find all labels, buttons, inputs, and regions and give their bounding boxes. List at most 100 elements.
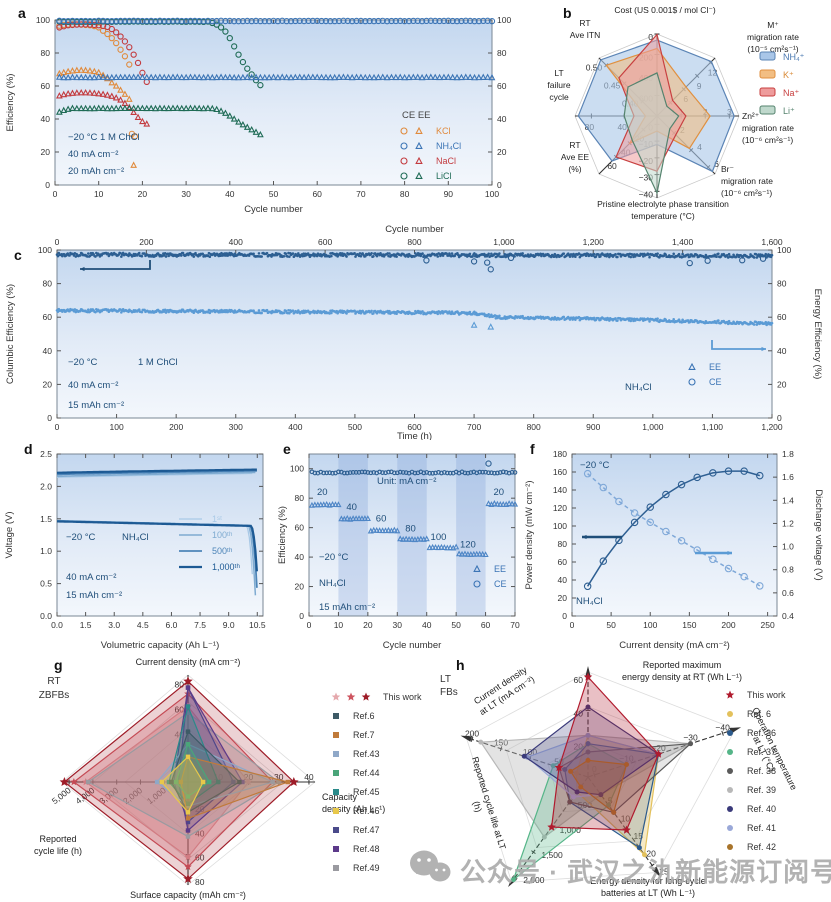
svg-text:40: 40 — [422, 620, 432, 630]
svg-text:70: 70 — [356, 189, 366, 199]
svg-text:60: 60 — [175, 704, 185, 714]
panel-h-lt-fb-radar-chart: 20 40 60 Reported maximum energy density at … — [440, 657, 799, 898]
svg-text:1.5: 1.5 — [80, 620, 92, 630]
svg-text:80: 80 — [295, 493, 305, 503]
svg-text:0.50: 0.50 — [586, 62, 603, 72]
panel-c-axes: 0 100 200 300 400 500 600 700 800 900 1,000 1,100 1,… — [5, 224, 823, 440]
svg-text:60: 60 — [312, 189, 322, 199]
svg-text:0: 0 — [497, 180, 502, 190]
svg-text:0: 0 — [55, 422, 60, 432]
svg-text:Ref. 42: Ref. 42 — [747, 842, 776, 852]
svg-text:Voltage (V): Voltage (V) — [4, 512, 15, 559]
svg-text:−20 °C: −20 °C — [319, 552, 349, 563]
panel-a-axes: 0 10 20 30 40 50 60 70 80 90 100 Cycle number 0 20 40 6… — [5, 15, 511, 215]
svg-text:Ref.46: Ref.46 — [353, 806, 380, 816]
svg-text:60: 60 — [777, 312, 787, 322]
svg-text:NH₄Cl: NH₄Cl — [576, 596, 603, 607]
svg-text:9.0: 9.0 — [223, 620, 235, 630]
svg-text:temperature (°C): temperature (°C) — [631, 211, 695, 221]
panel-e-series-EE-steps — [308, 500, 519, 558]
svg-text:50: 50 — [606, 620, 616, 630]
panel-a-series-NaCl-EE — [55, 88, 151, 127]
svg-text:Ref. 40: Ref. 40 — [747, 804, 776, 814]
panel-e-rate-test-chart: 0 10 20 30 40 50 60 70 Cycle number 0 20 40 60 80 100 E… — [277, 441, 520, 651]
svg-text:−20 °C: −20 °C — [580, 460, 610, 471]
svg-text:60: 60 — [607, 161, 617, 171]
svg-text:200: 200 — [169, 422, 183, 432]
wechat-icon — [408, 848, 452, 893]
panel-e-legend: EE CE — [473, 564, 507, 589]
svg-text:800: 800 — [527, 422, 541, 432]
svg-text:Reported maximum: Reported maximum — [643, 660, 722, 670]
svg-text:100: 100 — [485, 189, 499, 199]
svg-text:Cost (US 0.001$ / mol Cl⁻): Cost (US 0.001$ / mol Cl⁻) — [614, 5, 715, 15]
svg-text:LT: LT — [554, 68, 563, 78]
svg-text:20: 20 — [138, 189, 148, 199]
svg-text:cycle life (h): cycle life (h) — [34, 846, 82, 856]
svg-text:20: 20 — [777, 379, 787, 389]
panel-e-axes: 0 10 20 30 40 50 60 70 Cycle number 0 20 40 60 80 100 E… — [277, 454, 520, 651]
svg-text:Cycle number: Cycle number — [383, 640, 442, 651]
svg-text:d: d — [24, 441, 33, 457]
svg-text:Ref. 6: Ref. 6 — [747, 709, 771, 719]
svg-text:Volumetric capacity (Ah L⁻¹): Volumetric capacity (Ah L⁻¹) — [101, 640, 220, 651]
svg-text:Zn²⁺: Zn²⁺ — [742, 111, 760, 121]
svg-text:60: 60 — [574, 675, 584, 685]
svg-text:10: 10 — [621, 813, 631, 823]
svg-text:1,600: 1,600 — [761, 237, 783, 247]
svg-text:100: 100 — [497, 15, 511, 25]
panel-f-series-power-density — [583, 467, 764, 591]
svg-text:30: 30 — [393, 620, 403, 630]
svg-text:15 mAh cm⁻²: 15 mAh cm⁻² — [68, 400, 124, 411]
svg-text:200: 200 — [465, 728, 479, 738]
svg-text:20: 20 — [558, 593, 568, 603]
svg-text:60: 60 — [295, 523, 305, 533]
svg-text:7.5: 7.5 — [194, 620, 206, 630]
svg-text:Current density (mA cm⁻²): Current density (mA cm⁻²) — [619, 640, 730, 651]
svg-text:(10⁻⁶ cm²s⁻¹): (10⁻⁶ cm²s⁻¹) — [742, 135, 793, 145]
svg-text:a: a — [18, 5, 26, 21]
svg-text:50: 50 — [269, 189, 279, 199]
svg-text:0.8: 0.8 — [782, 565, 794, 575]
svg-text:g: g — [54, 657, 63, 673]
svg-text:Ref.6: Ref.6 — [353, 711, 375, 721]
svg-text:0: 0 — [562, 611, 567, 621]
panel-c-series-CE-outliers — [423, 254, 767, 273]
svg-text:FBs: FBs — [440, 687, 458, 698]
svg-text:LiCl: LiCl — [436, 171, 452, 181]
svg-text:10.5: 10.5 — [249, 620, 266, 630]
svg-text:Ref. 38: Ref. 38 — [747, 766, 776, 776]
svg-text:700: 700 — [467, 422, 481, 432]
svg-text:60: 60 — [41, 81, 51, 91]
panel-c-legend: EE CE — [688, 362, 722, 387]
svg-text:40: 40 — [43, 346, 53, 356]
svg-text:20: 20 — [574, 742, 584, 752]
svg-text:0: 0 — [45, 180, 50, 190]
panel-a-series-LiCl-EE — [55, 104, 264, 138]
panel-a-legend: CE EE KCl NH₄Cl NaCl LiCl — [400, 110, 461, 181]
svg-text:RT: RT — [579, 18, 590, 28]
svg-text:0: 0 — [55, 237, 60, 247]
svg-text:Efficiency (%): Efficiency (%) — [5, 74, 16, 132]
svg-text:20: 20 — [295, 582, 305, 592]
svg-text:600: 600 — [407, 422, 421, 432]
svg-text:0: 0 — [592, 764, 597, 774]
svg-text:RT: RT — [47, 676, 60, 687]
svg-text:40 mA cm⁻²: 40 mA cm⁻² — [66, 572, 116, 583]
svg-text:250: 250 — [761, 620, 775, 630]
svg-text:LT: LT — [440, 674, 451, 685]
svg-text:1,000: 1,000 — [642, 422, 664, 432]
svg-text:40: 40 — [225, 189, 235, 199]
svg-text:150: 150 — [682, 620, 696, 630]
svg-text:1,000: 1,000 — [560, 825, 582, 835]
panel-b-series-Li⁺ — [623, 72, 680, 195]
svg-text:Discharge voltage (V): Discharge voltage (V) — [813, 489, 824, 580]
svg-text:0.0: 0.0 — [51, 620, 63, 630]
svg-text:0: 0 — [307, 620, 312, 630]
svg-text:60: 60 — [497, 81, 507, 91]
svg-text:300: 300 — [229, 422, 243, 432]
svg-text:Capacity: Capacity — [322, 792, 358, 802]
svg-text:KCl: KCl — [436, 126, 451, 136]
svg-text:80: 80 — [405, 523, 416, 534]
svg-text:migration rate: migration rate — [721, 176, 773, 186]
